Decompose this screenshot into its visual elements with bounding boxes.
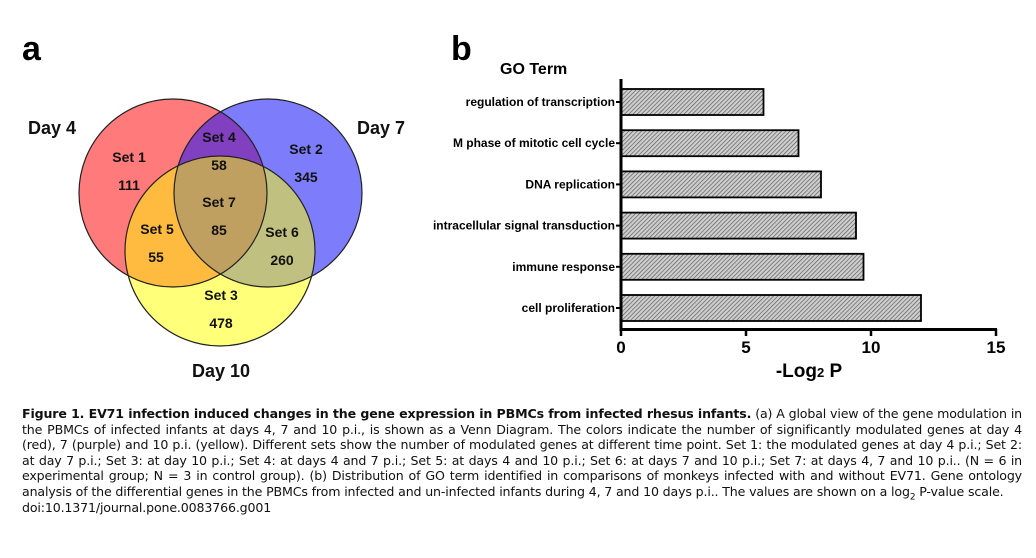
y-tick-label: M phase of mitotic cell cycle bbox=[453, 136, 615, 150]
set7-name: Set 7 bbox=[202, 194, 236, 210]
set6-count: 260 bbox=[270, 252, 294, 268]
bar-chart-panel: b GO Term regulation of transcription M p… bbox=[433, 30, 1006, 382]
caption-body-end: P-value scale. bbox=[915, 483, 1004, 499]
venn-panel: a Day 4 Day 7 Day 10 Set 1 111 Set 2 345… bbox=[22, 30, 405, 381]
figure: a Day 4 Day 7 Day 10 Set 1 111 Set 2 345… bbox=[22, 30, 1006, 382]
chart-title: GO Term bbox=[500, 61, 567, 78]
y-tick-label: DNA replication bbox=[525, 177, 615, 191]
bar-m-phase-of-mitotic-cell-cycle bbox=[620, 129, 800, 158]
bar-dna-replication bbox=[620, 170, 822, 199]
y-tick-label: immune response bbox=[512, 260, 615, 274]
caption-body: (a) A global view of the gene modulation… bbox=[22, 406, 1022, 499]
bar-cell-proliferation bbox=[620, 294, 922, 322]
set5-name: Set 5 bbox=[140, 221, 174, 237]
y-tick-label: regulation of transcription bbox=[466, 95, 615, 109]
set6-name: Set 6 bbox=[265, 224, 299, 240]
x-axis-label: -Log2 P bbox=[776, 361, 843, 382]
set3-name: Set 3 bbox=[204, 287, 238, 303]
panel-letter-a: a bbox=[22, 30, 42, 68]
bar-regulation-of-transcription bbox=[620, 88, 765, 116]
bar-immune-response bbox=[620, 252, 865, 281]
venn-label-day7: Day 7 bbox=[357, 118, 405, 138]
set2-name: Set 2 bbox=[289, 141, 323, 157]
x-tick-label: 5 bbox=[741, 338, 750, 357]
set5-count: 55 bbox=[148, 249, 164, 265]
x-tick-label: 15 bbox=[987, 338, 1006, 357]
x-tick-label: 10 bbox=[862, 338, 881, 357]
set7-count: 85 bbox=[211, 222, 227, 238]
venn-label-day10: Day 10 bbox=[192, 361, 250, 381]
bar-intracellular-signal-transduction bbox=[620, 211, 857, 240]
set4-count: 58 bbox=[211, 157, 227, 173]
venn-overlap-set7 bbox=[174, 156, 267, 287]
y-tick-label: cell proliferation bbox=[522, 301, 615, 315]
x-tick-label: 0 bbox=[616, 338, 625, 357]
set1-count: 111 bbox=[118, 177, 140, 193]
caption-title: Figure 1. EV71 infection induced changes… bbox=[22, 406, 752, 421]
figure-caption: Figure 1. EV71 infection induced changes… bbox=[22, 406, 1022, 515]
set1-name: Set 1 bbox=[112, 149, 146, 165]
venn-label-day4: Day 4 bbox=[28, 118, 76, 138]
set2-count: 345 bbox=[294, 169, 318, 185]
y-tick-label: intracellular signal transduction bbox=[433, 219, 615, 233]
panel-letter-b: b bbox=[451, 30, 472, 68]
set4-name: Set 4 bbox=[202, 129, 236, 145]
caption-subscript: 2 bbox=[909, 492, 916, 503]
caption-doi: doi:10.1371/journal.pone.0083766.g001 bbox=[22, 499, 272, 515]
set3-count: 478 bbox=[209, 315, 233, 331]
